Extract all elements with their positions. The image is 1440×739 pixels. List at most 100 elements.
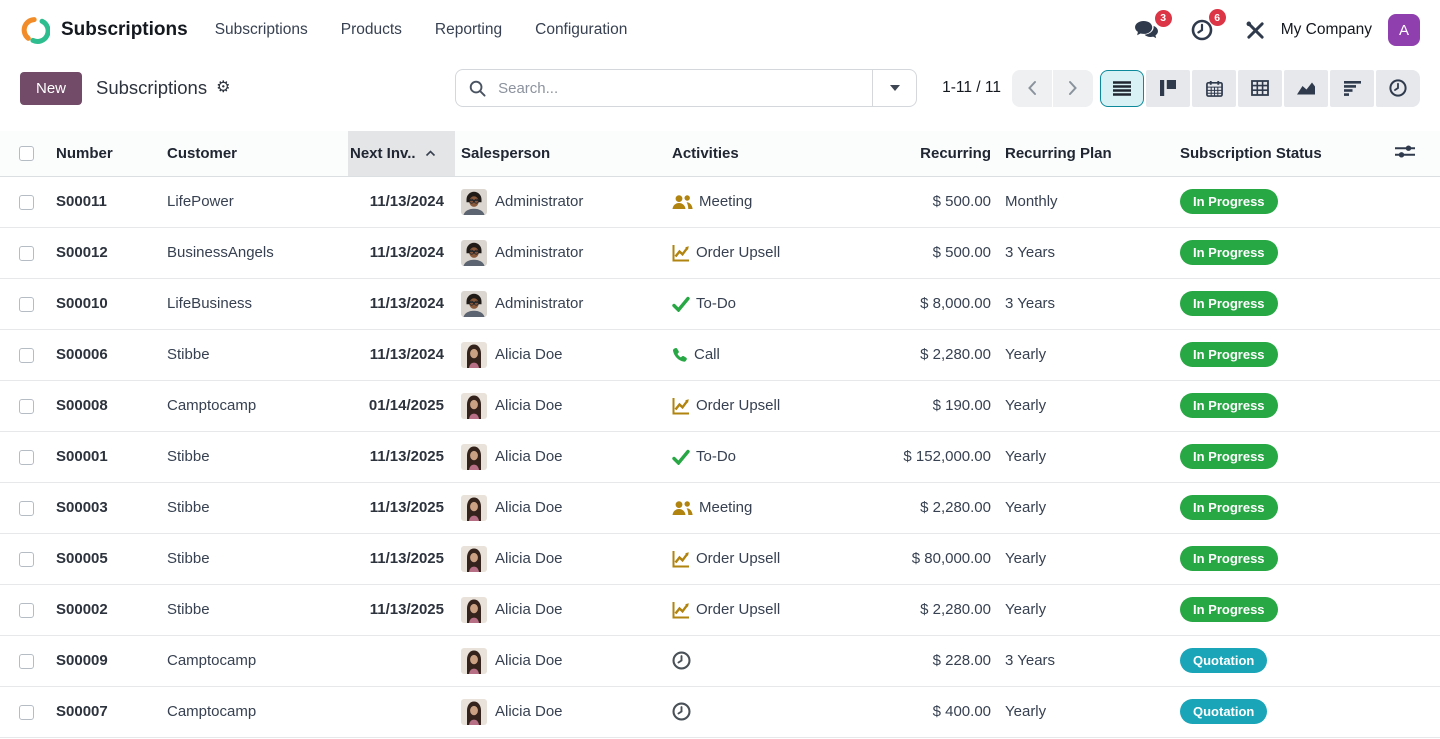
table-row[interactable]: S00001 Stibbe 11/13/2025 Alicia Doe To-Do $ 1… [0, 431, 1440, 483]
next-page-icon [1068, 80, 1078, 96]
pager-nav [1012, 69, 1093, 107]
recurring-plan: Yearly [1005, 329, 1180, 381]
row-checkbox[interactable] [19, 602, 34, 618]
kanban-view-icon [1160, 80, 1176, 96]
row-checkbox-cell [0, 482, 40, 534]
status-cell: In Progress [1180, 482, 1395, 534]
activity-button[interactable]: Order Upsell [672, 397, 860, 415]
select-all-checkbox[interactable] [19, 146, 34, 162]
messages-button[interactable]: 3 [1129, 9, 1172, 46]
alicia-avatar [461, 392, 487, 419]
activity-label: Order Upsell [696, 397, 781, 414]
messages-icon [1134, 20, 1159, 41]
admin-avatar [461, 188, 487, 215]
kanban-view-button[interactable] [1146, 69, 1190, 107]
salesperson-cell: Alicia Doe [455, 533, 672, 585]
activity-view-button[interactable] [1376, 69, 1420, 107]
gantt-view-button[interactable] [1330, 69, 1374, 107]
tools-button[interactable] [1240, 15, 1271, 46]
alicia-avatar [461, 698, 487, 725]
row-checkbox[interactable] [19, 194, 34, 210]
recurring-plan: Yearly [1005, 533, 1180, 585]
new-button[interactable]: New [20, 71, 83, 105]
gear-icon[interactable]: ⚙ [216, 79, 231, 96]
salesperson-cell: Alicia Doe [455, 380, 672, 432]
activity-button[interactable]: To-Do [672, 295, 860, 312]
row-checkbox[interactable] [19, 500, 34, 516]
previous-page-button[interactable] [1012, 69, 1052, 107]
subscription-number: S00010 [40, 278, 167, 330]
options-icon[interactable] [1395, 145, 1415, 158]
table-row[interactable]: S00007 Camptocamp Alicia Doe $ 400.00 Yearly… [0, 686, 1440, 738]
tools-icon [1245, 20, 1266, 41]
column-header-recurring[interactable]: Recurring [860, 131, 1005, 177]
column-header-recurring-plan[interactable]: Recurring Plan [1005, 131, 1180, 177]
row-checkbox[interactable] [19, 704, 34, 720]
graph-view-button[interactable] [1284, 69, 1328, 107]
activity-label: To-Do [696, 295, 737, 312]
activity-button[interactable]: To-Do [672, 448, 860, 465]
customer-name: Stibbe [167, 431, 348, 483]
recurring-amount: $ 8,000.00 [860, 278, 1005, 330]
table-row[interactable]: S00012 BusinessAngels 11/13/2024 Administra… [0, 227, 1440, 279]
activity-button[interactable]: Order Upsell [672, 601, 860, 619]
search-dropdown-toggle[interactable] [872, 70, 916, 106]
menu-configuration[interactable]: Configuration [535, 21, 628, 38]
menu-reporting[interactable]: Reporting [434, 21, 503, 38]
user-avatar[interactable]: A [1388, 14, 1420, 46]
page-title: Subscriptions [96, 77, 208, 98]
activity-button[interactable]: Order Upsell [672, 244, 860, 262]
activity-button[interactable]: Order Upsell [672, 550, 860, 568]
activity-button[interactable] [672, 702, 860, 721]
row-options-cell [1395, 584, 1440, 636]
column-header-salesperson[interactable]: Salesperson [455, 131, 672, 177]
calendar-view-button[interactable] [1192, 69, 1236, 107]
search-input[interactable] [496, 78, 873, 98]
row-checkbox-cell [0, 686, 40, 738]
activity-button[interactable]: Call [672, 346, 860, 363]
menu-products[interactable]: Products [340, 21, 402, 38]
row-options-cell [1395, 278, 1440, 330]
row-checkbox[interactable] [19, 449, 34, 465]
salesperson-cell: Alicia Doe [455, 329, 672, 381]
table-row[interactable]: S00011 LifePower 11/13/2024 Administrator Me… [0, 176, 1440, 228]
row-checkbox[interactable] [19, 347, 34, 363]
table-row[interactable]: S00003 Stibbe 11/13/2025 Alicia Doe Meeting $… [0, 482, 1440, 534]
next-page-button[interactable] [1053, 69, 1093, 107]
activities-button[interactable]: 6 [1186, 9, 1226, 46]
status-badge: In Progress [1180, 392, 1278, 419]
customer-name: BusinessAngels [167, 227, 348, 279]
table-row[interactable]: S00010 LifeBusiness 11/13/2024 Administrato… [0, 278, 1440, 330]
menu-subscriptions[interactable]: Subscriptions [214, 21, 308, 38]
activity-button[interactable]: Meeting [672, 499, 860, 516]
column-header-number[interactable]: Number [40, 131, 167, 177]
table-row[interactable]: S00002 Stibbe 11/13/2025 Alicia Doe Order Up… [0, 584, 1440, 636]
app-logo-icon[interactable] [20, 15, 50, 45]
salesperson-cell: Alicia Doe [455, 482, 672, 534]
salesperson-cell: Administrator [455, 227, 672, 279]
salesperson-name: Alicia Doe [495, 499, 563, 516]
list-view-button[interactable] [1100, 69, 1144, 107]
row-checkbox[interactable] [19, 653, 34, 669]
column-header-activities[interactable]: Activities [672, 131, 860, 177]
table-row[interactable]: S00009 Camptocamp Alicia Doe $ 228.00 3 Year… [0, 635, 1440, 687]
column-header-customer[interactable]: Customer [167, 131, 348, 177]
table-row[interactable]: S00005 Stibbe 11/13/2025 Alicia Doe Order Up… [0, 533, 1440, 585]
row-checkbox[interactable] [19, 551, 34, 567]
company-switcher[interactable]: My Company [1280, 21, 1372, 38]
row-checkbox[interactable] [19, 398, 34, 414]
pivot-view-button[interactable] [1238, 69, 1282, 107]
activity-button[interactable]: Meeting [672, 193, 860, 210]
table-row[interactable]: S00006 Stibbe 11/13/2024 Alicia Doe Call $ 2,… [0, 329, 1440, 381]
previous-page-icon [1027, 80, 1037, 96]
column-header-next-invoice[interactable]: Next Inv.. [348, 131, 455, 177]
row-options-cell [1395, 329, 1440, 381]
activity-button[interactable] [672, 651, 860, 670]
row-checkbox[interactable] [19, 245, 34, 261]
app-title[interactable]: Subscriptions [61, 19, 188, 40]
salesperson-name: Alicia Doe [495, 397, 563, 414]
column-header-subscription-status[interactable]: Subscription Status [1180, 131, 1395, 177]
table-row[interactable]: S00008 Camptocamp 01/14/2025 Alicia Doe Orde… [0, 380, 1440, 432]
row-checkbox[interactable] [19, 296, 34, 312]
row-checkbox-cell [0, 635, 40, 687]
